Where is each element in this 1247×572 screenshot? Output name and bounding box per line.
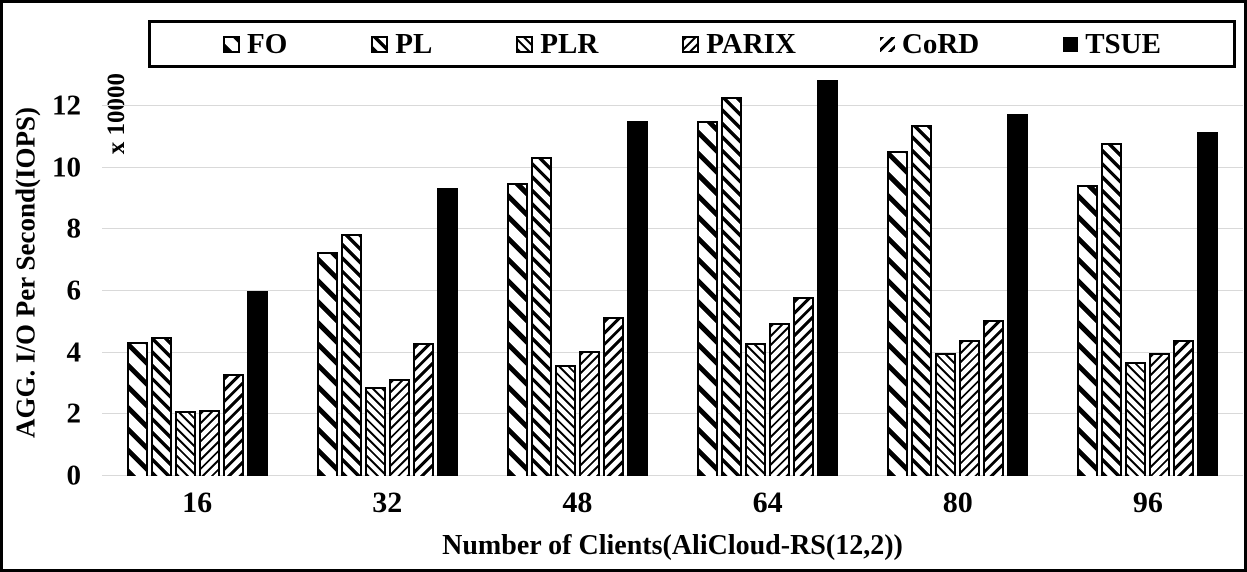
y-tick-label-0: 0: [66, 459, 82, 492]
legend-item-pl: PL: [371, 27, 433, 60]
bar-plr-48: [554, 365, 576, 476]
legend-label: CoRD: [901, 27, 980, 60]
bar-cord-80: [983, 320, 1005, 476]
gridline-6: [102, 290, 1243, 291]
legend-label: TSUE: [1085, 27, 1161, 60]
bar-fo-48: [506, 183, 528, 476]
x-axis-tick-labels: 16 32 48 64 80 96: [102, 486, 1243, 524]
y-tick-label-12: 12: [52, 89, 81, 122]
bar-pl-80: [911, 124, 933, 476]
bar-group-96: [1053, 69, 1243, 476]
bar-fo-64: [697, 121, 719, 476]
bar-plr-96: [1125, 361, 1147, 476]
gridline-4: [102, 351, 1243, 353]
bar-fo-16: [126, 341, 148, 476]
bar-pl-64: [721, 96, 743, 476]
bar-tsue-32: [436, 187, 458, 476]
bar-group-80: [863, 69, 1053, 476]
diagonal-backslash-wide-swatch-icon: [222, 35, 240, 53]
bar-cord-32: [412, 343, 434, 476]
bar-group-64: [673, 69, 863, 476]
x-tick-label-96: 96: [1132, 486, 1163, 519]
bar-fo-32: [316, 252, 338, 476]
x-axis-title: Number of Clients(AliCloud-RS(12,2)): [442, 530, 903, 561]
bar-parix-48: [578, 351, 600, 476]
bar-parix-64: [769, 323, 791, 476]
bar-tsue-80: [1007, 113, 1029, 476]
diagonal-slash-fine-swatch-icon: [682, 35, 700, 53]
bar-parix-16: [198, 409, 220, 476]
bar-fo-96: [1077, 184, 1099, 476]
diagonal-slash-medium-swatch-icon: [879, 36, 895, 52]
legend-item-fo: FO: [222, 27, 288, 60]
legend-label: PARIX: [706, 27, 796, 60]
y-tick-label-8: 8: [66, 212, 82, 245]
diagonal-backslash-fine-swatch-icon: [516, 35, 534, 53]
x-tick-label-16: 16: [182, 486, 213, 519]
bar-plr-80: [935, 352, 957, 476]
legend: FO PL PLR PARIX CoRD TSUE: [148, 20, 1236, 68]
diagonal-backslash-medium-swatch-icon: [371, 35, 389, 53]
x-tick-label-80: 80: [942, 486, 973, 519]
legend-label: PL: [395, 27, 433, 60]
bar-group-16: [102, 69, 292, 476]
plot-area: [102, 69, 1243, 476]
y-tick-label-2: 2: [66, 397, 82, 430]
y-tick-label-4: 4: [66, 336, 82, 369]
bar-parix-96: [1149, 352, 1171, 476]
bar-cord-48: [602, 317, 624, 476]
y-tick-label-6: 6: [66, 274, 82, 307]
x-tick-label-48: 48: [562, 486, 593, 519]
gridline-12: [102, 105, 1243, 106]
bar-group-32: [292, 69, 482, 476]
x-tick-label-64: 64: [752, 486, 783, 519]
x-tick-label-32: 32: [372, 486, 403, 519]
legend-item-tsue: TSUE: [1063, 27, 1161, 60]
bar-tsue-96: [1197, 132, 1219, 476]
legend-item-plr: PLR: [516, 27, 599, 60]
y-axis-tick-labels: 0 2 4 6 8 10 12: [31, 69, 82, 490]
bar-pl-48: [530, 156, 552, 476]
gridline-8: [102, 228, 1243, 230]
bar-tsue-48: [626, 121, 648, 476]
bar-plr-64: [745, 343, 767, 476]
bar-pl-32: [340, 233, 362, 476]
bar-pl-96: [1101, 143, 1123, 476]
bar-plr-16: [174, 411, 196, 476]
bar-tsue-16: [246, 291, 268, 476]
bar-plr-32: [364, 386, 386, 476]
bar-parix-80: [959, 340, 981, 476]
bar-group-48: [482, 69, 672, 476]
gridline-10: [102, 166, 1243, 168]
bar-tsue-64: [817, 79, 839, 476]
bar-parix-32: [388, 378, 410, 476]
bar-cord-64: [793, 297, 815, 476]
gridline-0: [102, 475, 1243, 476]
legend-label: FO: [246, 27, 288, 60]
gridline-2: [102, 413, 1243, 415]
legend-item-cord: CoRD: [879, 27, 980, 60]
legend-label: PLR: [540, 27, 599, 60]
bar-fo-80: [887, 150, 909, 476]
solid-black-swatch-icon: [1063, 36, 1079, 52]
y-tick-label-10: 10: [52, 151, 81, 184]
bar-cord-96: [1173, 340, 1195, 476]
bar-pl-16: [150, 337, 172, 476]
legend-item-parix: PARIX: [682, 27, 796, 60]
bar-cord-16: [222, 374, 244, 476]
